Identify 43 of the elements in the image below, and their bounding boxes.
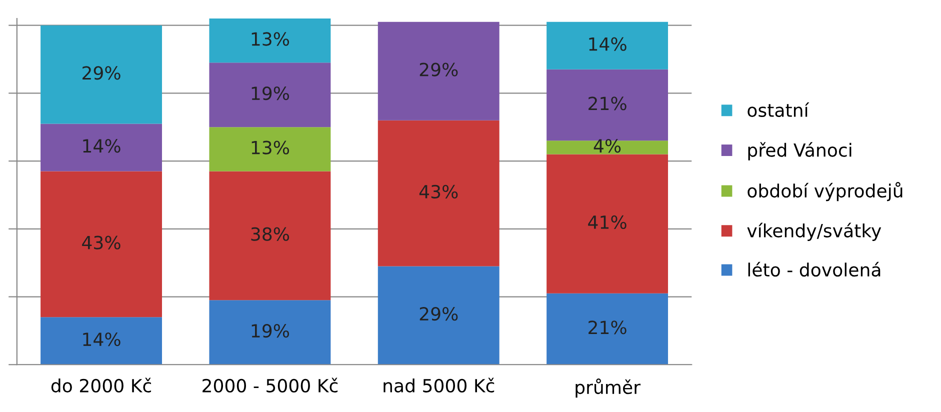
data-label: 41% [588, 215, 626, 230]
bar [40, 171, 162, 318]
bar [209, 300, 331, 365]
data-label: 21% [588, 96, 626, 110]
bar [40, 317, 162, 365]
legend-label: období výprodejů [748, 182, 902, 202]
legend-label: ostatní [748, 102, 810, 118]
x-tick-label: nad 5000 Kč [384, 378, 494, 392]
data-label: 14% [589, 37, 626, 51]
bar [40, 124, 162, 172]
data-label: 19% [252, 324, 290, 338]
bar [546, 22, 668, 70]
legend-label: víkendy/svátky [747, 222, 882, 241]
bar [378, 22, 500, 120]
bar [546, 293, 668, 365]
bar [546, 154, 668, 294]
bar [378, 120, 500, 266]
bar [209, 171, 331, 300]
legend-label: před Vánoci [748, 142, 852, 160]
data-label: 29% [82, 66, 120, 80]
data-label: 13% [252, 32, 290, 46]
bar [209, 62, 331, 128]
bar [546, 69, 668, 141]
data-label: 43% [82, 236, 120, 250]
data-label: 14% [83, 139, 120, 153]
x-tick-label: do 2000 Kč [51, 378, 152, 392]
bar [378, 266, 500, 365]
bar [209, 127, 331, 172]
data-label: 14% [83, 332, 120, 346]
data-label: 19% [252, 86, 290, 100]
data-label: 29% [420, 62, 458, 76]
data-label: 43% [419, 184, 458, 199]
x-tick-label: průměr [576, 378, 641, 398]
data-label: 38% [251, 227, 290, 241]
legend-label: léto - dovolená [748, 262, 880, 277]
data-label: 21% [588, 320, 626, 334]
bar [209, 18, 331, 63]
data-label: 13% [252, 140, 290, 154]
data-label: 4% [594, 139, 621, 153]
x-tick-label: 2000 - 5000 Kč [202, 378, 338, 392]
data-label: 29% [420, 307, 458, 321]
bar [40, 25, 162, 124]
bar [546, 140, 668, 154]
